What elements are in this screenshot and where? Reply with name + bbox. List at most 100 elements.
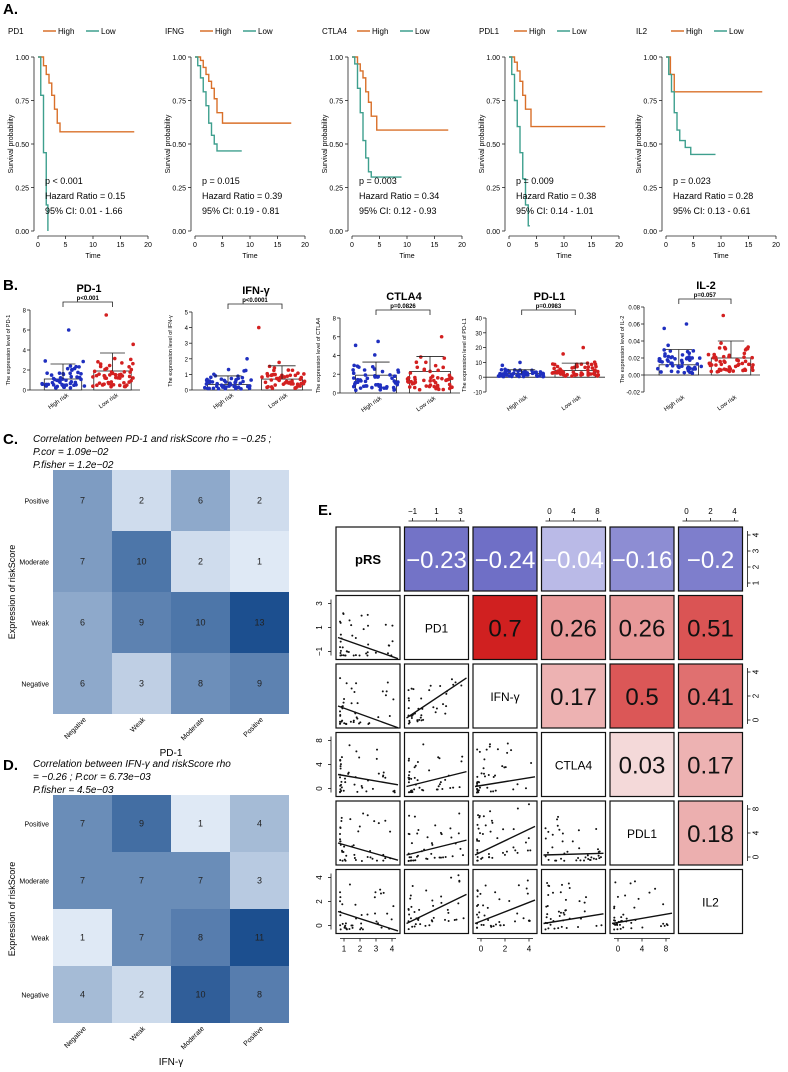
expr-dot (49, 373, 54, 377)
heatmap-cell (53, 653, 112, 714)
pairs-point (377, 822, 380, 825)
pairs-point (422, 743, 425, 746)
heatmap-cell (230, 592, 289, 653)
pairs-top-tick-label: 1 (434, 507, 439, 516)
pairs-corr-cell (472, 526, 538, 592)
pairs-point (339, 896, 342, 899)
pairs-scatter-box (403, 800, 470, 866)
expr-dot (714, 363, 718, 367)
km-y-tick-label: 0.50 (486, 142, 500, 149)
expr-dot (263, 380, 268, 385)
expr-dot (586, 365, 591, 369)
expr-dot (380, 369, 385, 374)
pairs-var-label: IL2 (702, 896, 719, 910)
pairs-point (366, 814, 369, 817)
pairs-point (595, 858, 598, 861)
expr-dot (236, 385, 241, 389)
pairs-point (351, 924, 354, 927)
expr-y-tick-label: 8 (23, 309, 27, 315)
heatmap-y-tick-label: Moderate (19, 560, 49, 567)
pairs-point (578, 847, 581, 850)
pairs-point (486, 786, 489, 789)
expr-dot (530, 371, 535, 376)
expr-y-tick-label: 2 (333, 373, 337, 379)
pairs-point (476, 782, 479, 785)
expr-dot (507, 374, 512, 378)
pairs-point (407, 859, 410, 862)
km-legend-high: High (58, 27, 74, 36)
expr-dot (433, 380, 438, 385)
km-x-tick-label: 10 (246, 242, 254, 249)
pairs-point (491, 821, 494, 824)
expr-dot (656, 366, 660, 371)
pairs-point (438, 783, 441, 786)
pairs-point (461, 854, 464, 857)
km-y-tick-label: 0.75 (486, 99, 500, 106)
km-x-tick-label: 15 (117, 242, 125, 249)
expr-dot (286, 368, 291, 372)
km-legend-low: Low (729, 27, 744, 36)
pairs-point (341, 646, 344, 649)
expr-dot (722, 345, 727, 350)
expr-dot (299, 375, 304, 380)
pairs-point (354, 637, 357, 640)
expr-dot (364, 384, 369, 388)
expr-dot (422, 368, 427, 372)
km-y-tick-label: 0.50 (172, 142, 186, 149)
pairs-point (492, 790, 495, 793)
expr-dot (712, 352, 717, 357)
expr-dot (750, 365, 754, 370)
expr-y-tick-label: 30 (475, 331, 482, 337)
pairs-point (344, 859, 347, 862)
pairs-point (416, 832, 419, 835)
pairs-point (629, 882, 632, 885)
expr-dot (715, 369, 720, 374)
pairs-point (585, 896, 588, 899)
pairs-point (374, 891, 377, 894)
pairs-point (365, 790, 368, 793)
expr-dot (670, 361, 674, 366)
expr-dot (352, 363, 356, 368)
expr-dot (441, 365, 445, 370)
pairs-point (340, 783, 343, 786)
pairs-point (502, 828, 505, 831)
pairs-point (421, 788, 424, 791)
expr-dot (351, 368, 355, 372)
pairs-point (360, 922, 363, 925)
km-hazard-ratio: Hazard Ratio = 0.39 (202, 191, 282, 201)
pairs-point (416, 761, 419, 764)
km-ci: 95% CI: 0.12 - 0.93 (359, 206, 437, 216)
pairs-point (614, 881, 617, 884)
expr-dot (742, 355, 746, 359)
panel-label-a: A. (3, 1, 18, 18)
km-x-label: Time (85, 253, 100, 260)
heatmap-cell-value: 1 (257, 557, 262, 567)
pairs-point (461, 755, 464, 758)
pairs-point (382, 774, 385, 777)
expr-dot (376, 339, 380, 344)
expr-dot (688, 358, 692, 362)
pairs-point (568, 887, 571, 890)
pairs-point (377, 772, 380, 775)
pairs-left-tick-label: 4 (315, 762, 324, 767)
km-p-value: p = 0.003 (359, 176, 397, 186)
expr-dot (293, 373, 298, 378)
expr-dot (120, 374, 125, 378)
expr-dot (76, 370, 80, 375)
expr-y-label: The expression level of IFN-γ (168, 315, 174, 387)
pairs-point (559, 911, 562, 914)
pairs-point (477, 789, 480, 792)
pairs-point (384, 819, 387, 822)
pairs-corr-cell (609, 663, 675, 729)
pairs-point (452, 786, 455, 789)
expr-dot (663, 352, 667, 356)
pairs-point (516, 783, 519, 786)
heatmap-cell (171, 909, 230, 966)
expr-dot (669, 369, 674, 374)
expr-dot (385, 384, 389, 389)
expr-y-tick-label: 5 (185, 311, 189, 317)
expr-dot (504, 373, 509, 377)
km-x-tick-label: 0 (36, 242, 40, 249)
expr-dot (499, 367, 504, 372)
pairs-point (413, 925, 416, 928)
